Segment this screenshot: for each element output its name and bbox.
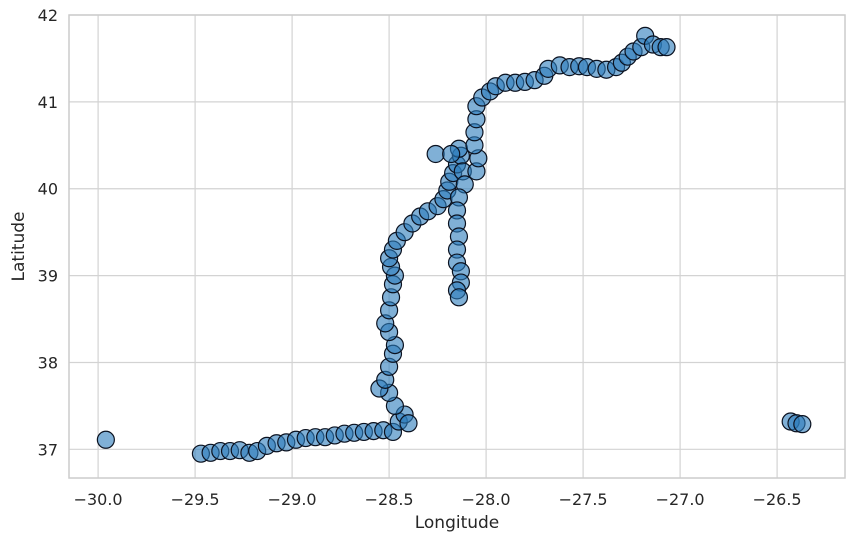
y-tick-labels: 37 38 39 40 41 42 — [38, 6, 58, 459]
x-tick-label: −29.5 — [171, 490, 220, 509]
x-tick-label: −28.5 — [365, 490, 414, 509]
x-axis-label: Longitude — [415, 513, 500, 533]
data-points — [96, 26, 812, 463]
y-tick-label: 42 — [38, 6, 58, 25]
data-point — [442, 144, 461, 164]
y-tick-label: 41 — [38, 93, 58, 112]
data-point — [449, 288, 469, 307]
y-axis-label: Latitude — [9, 212, 29, 282]
x-tick-label: −27.0 — [656, 490, 705, 509]
y-tick-label: 38 — [38, 353, 58, 372]
data-point — [793, 415, 812, 434]
x-tick-label: −30.0 — [74, 490, 123, 509]
x-tick-label: −29.0 — [268, 490, 317, 509]
data-point — [96, 430, 115, 449]
y-tick-label: 40 — [38, 180, 58, 199]
x-tick-label: −27.5 — [559, 490, 608, 509]
x-tick-label: −28.0 — [462, 490, 511, 509]
plot-frame — [68, 14, 846, 479]
data-point — [426, 144, 445, 164]
y-tick-label: 39 — [38, 267, 58, 286]
data-point — [399, 414, 418, 433]
y-tick-label: 37 — [38, 440, 58, 459]
data-point — [657, 38, 676, 57]
x-tick-labels: −30.0 −29.5 −29.0 −28.5 −28.0 −27.5 −27.0 −26.5 — [74, 490, 802, 509]
x-tick-label: −26.5 — [753, 490, 802, 509]
